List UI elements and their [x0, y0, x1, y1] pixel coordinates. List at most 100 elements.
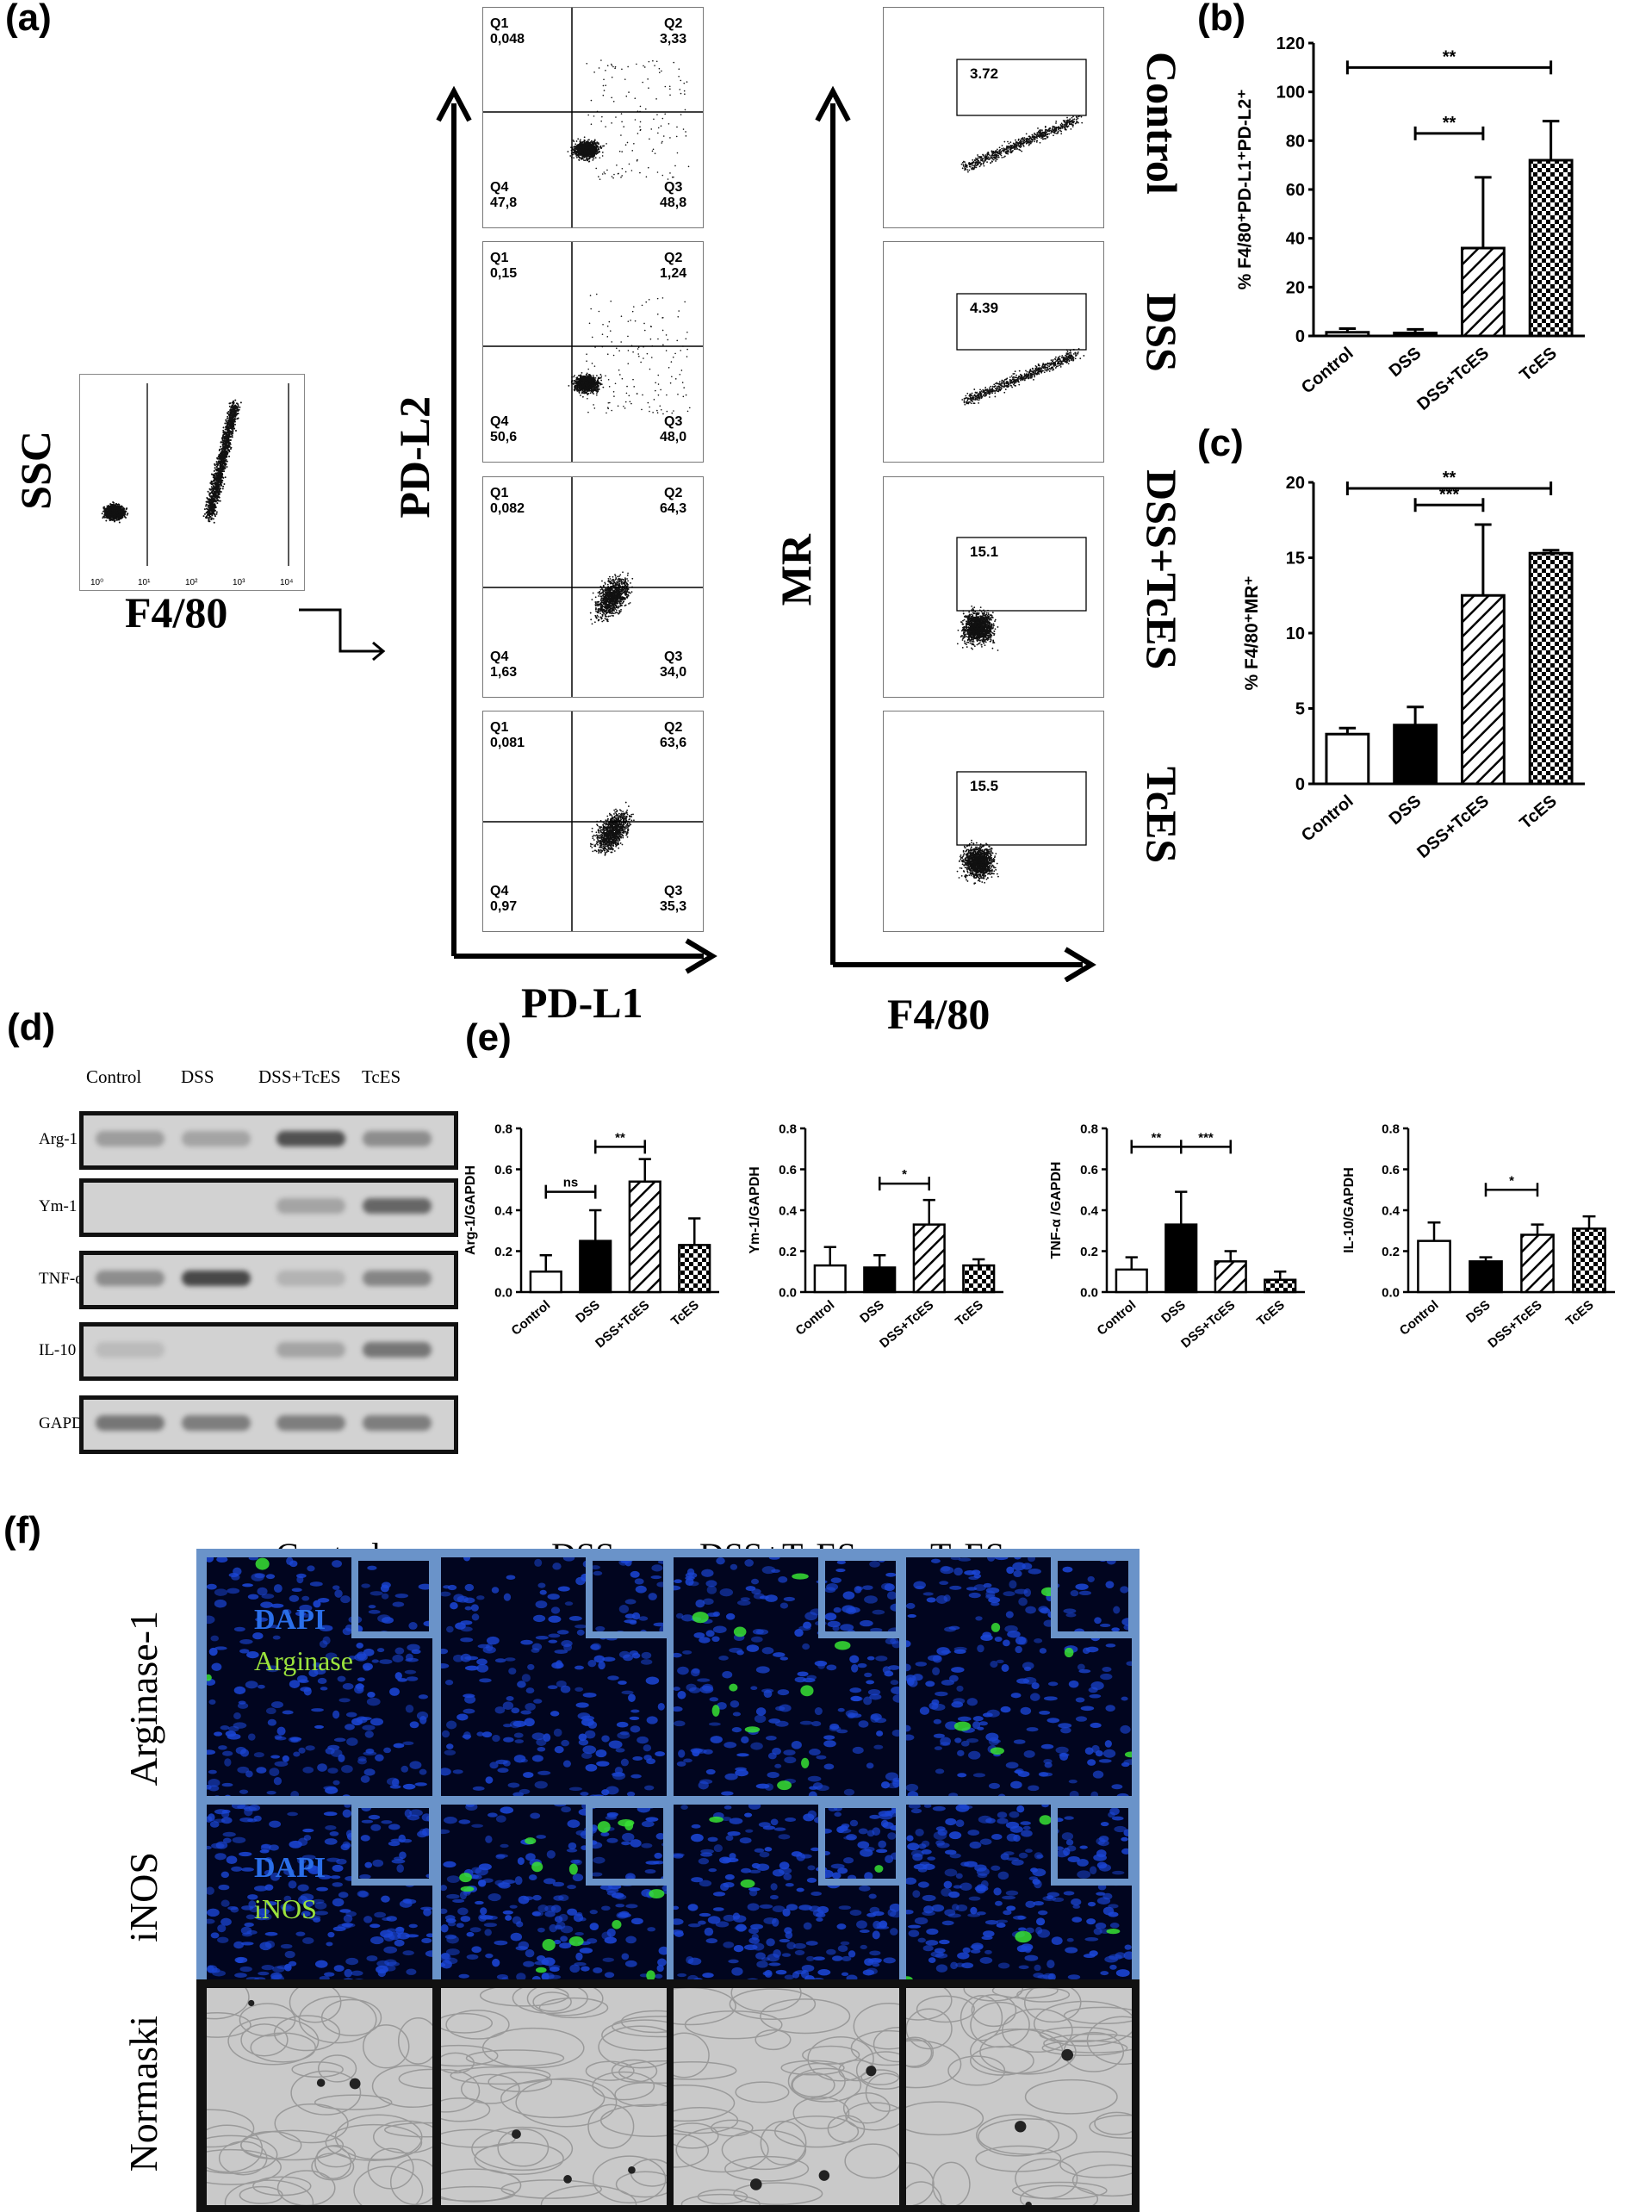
- y-tick-label: 20: [1286, 278, 1305, 297]
- significance-label: **: [1443, 47, 1456, 66]
- quadrant-q1-label: Q1: [490, 16, 508, 32]
- category-label: TcES: [1254, 1298, 1288, 1329]
- fluorescence-image: [207, 1805, 432, 1981]
- gel-column-label: DSS: [181, 1066, 214, 1088]
- y-tick-label: 0: [1295, 775, 1305, 794]
- significance-label: ***: [1198, 1130, 1214, 1145]
- bar-dss: [864, 1268, 895, 1293]
- fluorescence-image: [207, 1557, 432, 1799]
- gel-row-label: Ym-1: [39, 1197, 77, 1216]
- significance-label: *: [902, 1167, 907, 1182]
- category-label: DSS+TcES: [1413, 344, 1493, 414]
- bar-control: [815, 1265, 846, 1292]
- mr-gate-plot: 4.39: [883, 241, 1104, 463]
- quadrant-q2-value: 1,24: [660, 266, 686, 282]
- category-label: TcES: [668, 1298, 702, 1329]
- quadrant-q3-value: 34,0: [660, 665, 686, 680]
- gel-row-label: TNF-α: [39, 1270, 84, 1289]
- bar-dss: [1165, 1225, 1196, 1292]
- legend-marker: iNOS: [254, 1893, 317, 1925]
- y-axis-label: % F4/80⁺PD-L1⁺PD-L2⁺: [1235, 90, 1255, 290]
- bar-dss-tces: [1215, 1261, 1246, 1292]
- bar-control: [1418, 1241, 1450, 1292]
- gel-band: [363, 1271, 432, 1286]
- row-label-dss: DSS: [1137, 293, 1187, 372]
- panel-label-f: (f): [3, 1509, 41, 1552]
- bar-dss: [1394, 725, 1437, 784]
- y-tick-label: 0.8: [1080, 1122, 1098, 1136]
- gel-band: [363, 1131, 432, 1146]
- y-tick-label: 0.6: [1080, 1163, 1098, 1177]
- y-tick-label: 0.4: [1080, 1203, 1099, 1218]
- category-label: TcES: [1563, 1298, 1597, 1329]
- row-label-tces: TcES: [1137, 767, 1187, 863]
- gel-band: [363, 1415, 432, 1431]
- gel-band: [276, 1415, 345, 1431]
- mr-gate-value: 3.72: [970, 65, 998, 82]
- bar-control: [1326, 332, 1369, 336]
- bar-dss-tces: [914, 1225, 945, 1292]
- gel-band: [363, 1342, 432, 1358]
- y-tick-label: 0.2: [1080, 1245, 1098, 1259]
- gel-band: [276, 1131, 345, 1146]
- category-label: DSS+TcES: [1485, 1298, 1544, 1351]
- f4-80-gate-axis-label: F4/80: [125, 587, 227, 637]
- y-tick-label: 0.2: [494, 1245, 512, 1259]
- quadrant-q3-label: Q3: [664, 414, 682, 430]
- y-tick-label: 5: [1295, 700, 1305, 719]
- y-tick-label: 0.4: [779, 1203, 798, 1218]
- gel-row-label: Arg-1: [39, 1130, 78, 1149]
- y-tick-label: 0.8: [494, 1122, 512, 1136]
- y-tick-label: 0.8: [1382, 1122, 1400, 1136]
- bar-control: [1116, 1270, 1147, 1292]
- gel-column-label: Control: [86, 1066, 141, 1088]
- gel-band: [276, 1342, 345, 1358]
- y-axis-label: Ym-1/GAPDH: [748, 1166, 762, 1253]
- category-label: DSS+TcES: [877, 1298, 936, 1351]
- bar-tces: [679, 1245, 710, 1292]
- quadrant-q1-value: 0,081: [490, 736, 525, 751]
- quadrant-q2-label: Q2: [664, 486, 682, 501]
- nomarski-image: [906, 1988, 1132, 2205]
- y-tick-label: 20: [1286, 474, 1305, 493]
- bar-tces: [963, 1265, 994, 1292]
- legend-dapi: DAPI: [254, 1604, 326, 1637]
- quadrant-q4-value: 47,8: [490, 196, 517, 211]
- fluorescence-image: [674, 1805, 899, 1981]
- quadrant-q4-value: 50,6: [490, 430, 517, 445]
- fluorescence-image: [674, 1557, 899, 1799]
- nomarski-image: [674, 1988, 899, 2205]
- gate-tick-label: 10³: [233, 578, 245, 587]
- bar-tces: [1530, 553, 1572, 784]
- gate-tick-label: 10²: [185, 578, 198, 587]
- category-label: TcES: [1517, 344, 1561, 385]
- quadrant-q3-label: Q3: [664, 180, 682, 196]
- mr-gate-value: 15.1: [970, 544, 998, 560]
- quadrant-q2-value: 3,33: [660, 32, 686, 47]
- fluorescence-image: [441, 1805, 667, 1981]
- flow-arrow-icon: [297, 601, 392, 662]
- quadrant-q2-value: 64,3: [660, 501, 686, 517]
- mr-gate-plot: 15.1: [883, 476, 1104, 698]
- significance-label: ns: [563, 1176, 579, 1190]
- f4-80-mr-axis-label: F4/80: [887, 989, 990, 1039]
- significance-label: **: [1152, 1130, 1162, 1145]
- significance-label: **: [1443, 114, 1456, 133]
- y-axis-label: IL-10/GAPDH: [1342, 1167, 1357, 1253]
- category-label: DSS+TcES: [593, 1298, 652, 1351]
- quadrant-q1-label: Q1: [490, 486, 508, 501]
- y-tick-label: 0.0: [1382, 1285, 1400, 1300]
- category-label: TcES: [953, 1298, 986, 1329]
- fluorescence-image: [906, 1805, 1132, 1981]
- gel-column-label: DSS+TcES: [258, 1066, 341, 1088]
- bar-dss-tces: [1521, 1235, 1553, 1293]
- quadrant-q4-value: 1,63: [490, 665, 517, 680]
- bar-control: [531, 1271, 562, 1292]
- quadrant-q2-label: Q2: [664, 251, 682, 266]
- bar-tces: [1530, 160, 1572, 336]
